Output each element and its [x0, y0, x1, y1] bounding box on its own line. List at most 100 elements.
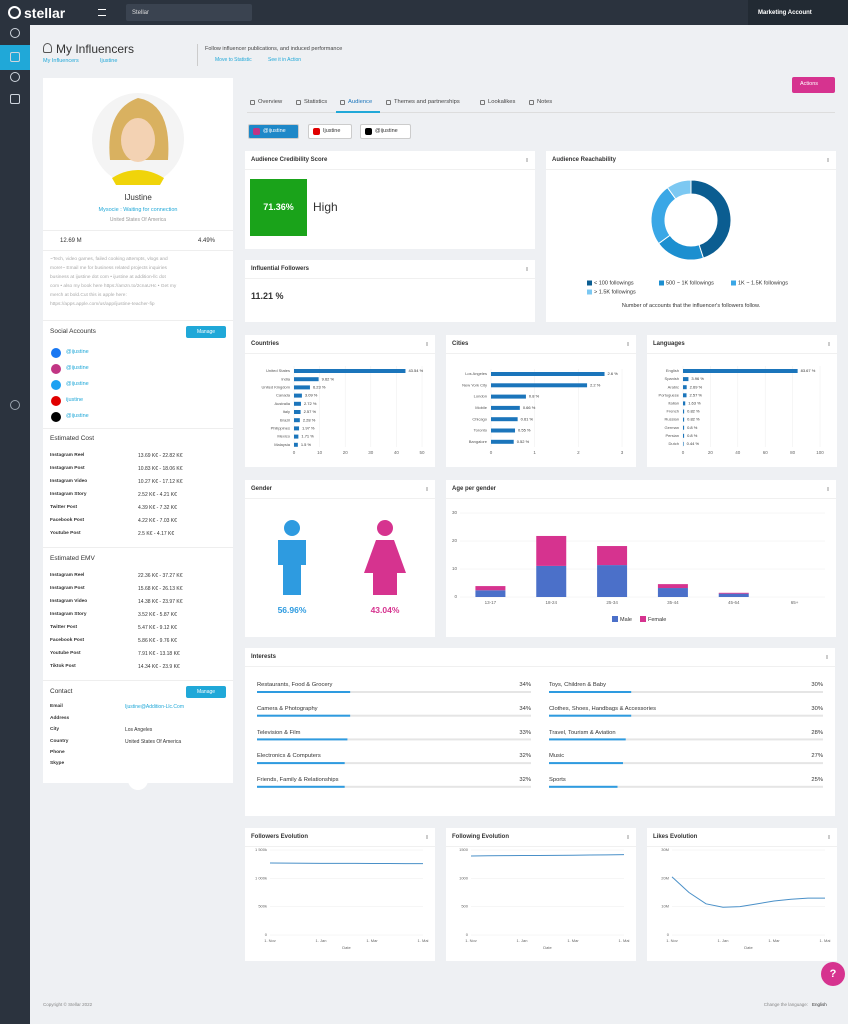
card-title: Age per gender	[452, 486, 497, 492]
sidebar-icon[interactable]	[10, 52, 20, 62]
profile-card	[43, 78, 233, 783]
social-account[interactable]: ijustine	[66, 397, 84, 404]
manage-label[interactable]: Manage	[196, 688, 216, 695]
sidebar-icon[interactable]	[10, 28, 20, 38]
interest-value: 28%	[811, 729, 823, 736]
emv-label: Facebook Post	[50, 637, 85, 643]
tab-icon	[386, 100, 391, 105]
contact-label: Email	[50, 703, 63, 709]
card-title-line	[245, 278, 535, 279]
card-title: Audience Credibility Score	[251, 157, 328, 163]
interest-name: Clothes, Shoes, Handbags & Accessories	[549, 705, 656, 712]
credibility-box	[250, 179, 307, 236]
divider	[43, 230, 233, 231]
card-title-line	[245, 353, 435, 354]
card-menu	[828, 835, 830, 839]
tab[interactable]: Statistics	[304, 99, 328, 106]
platform-label[interactable]: @ijustine	[263, 127, 286, 134]
actions-button[interactable]	[792, 77, 835, 93]
manage-label[interactable]: Manage	[196, 328, 216, 335]
actions-label[interactable]: Actions	[799, 81, 819, 88]
contact-label: Phone	[50, 749, 65, 755]
manage-button[interactable]	[186, 326, 226, 338]
cost-value: 10.83 K€ - 18.06 K€	[138, 465, 183, 472]
card-title-line	[546, 169, 836, 170]
platform-chip[interactable]	[308, 124, 352, 139]
social-account[interactable]: @ijustine	[66, 365, 89, 372]
tab-icon	[529, 100, 534, 105]
card-title: Interests	[251, 654, 277, 660]
section-title: Contact	[50, 687, 73, 695]
platform-chip[interactable]	[248, 124, 299, 139]
divider	[43, 428, 233, 429]
social-account[interactable]: @ijustine	[66, 381, 89, 388]
credibility-level: High	[313, 200, 338, 214]
social-account[interactable]: @ijustine	[66, 413, 89, 420]
card-menu	[827, 487, 829, 491]
emv-label: Instagram Reel	[50, 572, 85, 578]
card-title: Influential Followers	[251, 266, 310, 272]
tab-icon	[250, 100, 255, 105]
help-label[interactable]: ?	[829, 967, 837, 980]
divider	[43, 680, 233, 681]
interest-value: 27%	[811, 753, 823, 760]
cost-value: 4.39 K€ - 7.32 K€	[138, 504, 177, 511]
tab[interactable]: Notes	[537, 99, 553, 106]
menu-icon[interactable]	[98, 9, 106, 16]
card-menu	[426, 835, 428, 839]
interest-value: 33%	[519, 729, 531, 736]
sidebar-help[interactable]	[10, 400, 20, 410]
emv-value: 5.47 K€ - 9.12 K€	[138, 624, 177, 631]
profile-status: Mysocie : Waiting for connection	[98, 207, 178, 214]
section-title: Estimated EMV	[50, 554, 95, 562]
social-account[interactable]: @ijustine	[66, 349, 89, 356]
interest-name: Toys, Children & Baby	[549, 682, 607, 689]
header-link[interactable]: See it in Action	[268, 56, 302, 63]
tab-icon	[296, 100, 301, 105]
tab[interactable]: Overview	[258, 99, 283, 106]
divider	[43, 320, 233, 321]
tab[interactable]: Lookalikes	[488, 99, 516, 106]
credibility-value: 71.36%	[263, 202, 294, 212]
divider	[43, 547, 233, 548]
interest-value: 34%	[519, 682, 531, 689]
help-button[interactable]	[821, 962, 845, 986]
scroll-down[interactable]	[128, 776, 148, 790]
interest-name: Electronics & Computers	[257, 753, 321, 760]
contact-value: Ijustine@Addition-Llc.Com	[125, 703, 184, 710]
card	[245, 335, 435, 467]
workspace-select[interactable]	[126, 4, 252, 21]
social-icon	[51, 396, 61, 406]
breadcrumb[interactable]: Ijustine	[100, 58, 118, 65]
card-menu	[827, 158, 829, 162]
tab[interactable]: Audience	[348, 99, 373, 106]
account-menu[interactable]	[748, 0, 848, 25]
emv-label: Tiktok Post	[50, 663, 76, 669]
header-link[interactable]: Move to Statistic	[215, 56, 252, 63]
language-select[interactable]: English	[812, 1001, 827, 1007]
platform-label[interactable]: @ijustine	[375, 127, 398, 134]
platform-icon	[365, 128, 372, 135]
cost-label: Instagram Reel	[50, 452, 85, 458]
platform-chip[interactable]	[360, 124, 411, 139]
social-icon	[51, 380, 61, 390]
header-icon	[43, 43, 52, 53]
profile-engagement: 4.49%	[197, 238, 215, 244]
interest-name: Music	[549, 753, 565, 760]
manage-button[interactable]	[186, 686, 226, 698]
card-menu	[627, 835, 629, 839]
logo: stellar	[24, 4, 66, 21]
card-title-line	[245, 169, 535, 170]
header-description: Follow influencer publications, and indu…	[205, 46, 343, 53]
card-menu	[828, 342, 830, 346]
card	[446, 480, 836, 637]
interest-value: 30%	[811, 705, 823, 712]
influential-value: 11.21 %	[251, 290, 284, 301]
platform-label[interactable]: Ijustine	[323, 127, 341, 134]
sidebar-icon[interactable]	[10, 72, 20, 82]
breadcrumb[interactable]: My Influencers	[43, 58, 79, 65]
page-title: My Influencers	[56, 42, 135, 56]
sidebar-icon[interactable]	[10, 94, 20, 104]
tab[interactable]: Themes and partnerships	[394, 99, 460, 106]
cost-label: Youtube Post	[50, 530, 81, 536]
